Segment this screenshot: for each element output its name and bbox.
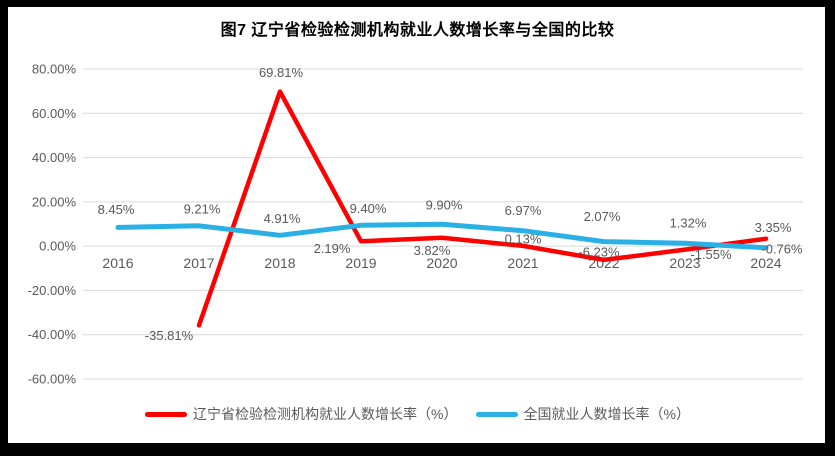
data-label-national-2024: -0.76% [761,241,803,256]
x-tick-label: 2020 [426,255,457,271]
data-label-liaoning-2019: 2.19% [314,241,351,256]
y-tick-label: 60.00% [32,106,77,121]
chart-title: 图7 辽宁省检验检测机构就业人数增长率与全国的比较 [220,22,615,39]
data-label-liaoning-2017: -35.81% [145,328,194,343]
y-tick-label: 80.00% [32,62,77,77]
x-tick-label: 2017 [183,255,214,271]
data-label-national-2022: 2.07% [584,209,621,224]
data-label-liaoning-2021: 0.13% [505,231,542,246]
data-label-liaoning-2020: 3.82% [414,243,451,258]
data-label-liaoning-2024: 3.35% [755,220,792,235]
legend-item-national: 全国就业人数增长率（%） [475,404,690,424]
x-tick-label: 2016 [102,255,133,271]
x-tick-label: 2019 [345,255,376,271]
y-tick-label: -60.00% [28,372,77,387]
series-line-liaoning [196,89,769,328]
data-label-liaoning-2023: -1.55% [690,247,732,262]
series-line-national [115,221,769,251]
legend-label-national: 全国就业人数增长率（%） [523,406,690,422]
data-label-national-2017: 9.21% [184,201,221,216]
x-tick-label: 2021 [507,255,538,271]
y-tick-label: -20.00% [28,283,77,298]
data-label-liaoning-2022: -6.23% [578,244,620,259]
data-label-national-2020: 9.90% [426,198,463,213]
legend-item-liaoning: 辽宁省检验检测机构就业人数增长率（%） [145,404,458,424]
data-label-national-2018: 4.91% [264,211,301,226]
x-tick-label: 2018 [264,255,295,271]
y-tick-label: 40.00% [32,150,77,165]
data-label-national-2019: 9.40% [350,201,387,216]
x-tick-label: 2023 [669,255,700,271]
legend-swatch-liaoning-line [145,411,188,417]
data-label-national-2016: 8.45% [98,202,135,217]
y-tick-label: -40.00% [28,327,77,342]
data-label-national-2023: 1.32% [670,216,707,231]
x-tick-label: 2024 [750,255,781,271]
data-label-liaoning-2018: 69.81% [259,65,304,80]
legend-swatch-national-line [475,411,518,417]
chart-legend: 辽宁省检验检测机构就业人数增长率（%） 全国就业人数增长率（%） [0,404,835,424]
legend-label-liaoning: 辽宁省检验检测机构就业人数增长率（%） [193,406,458,422]
y-tick-label: 20.00% [32,194,77,209]
y-tick-label: 0.00% [39,239,76,254]
data-label-national-2021: 6.97% [505,203,542,218]
